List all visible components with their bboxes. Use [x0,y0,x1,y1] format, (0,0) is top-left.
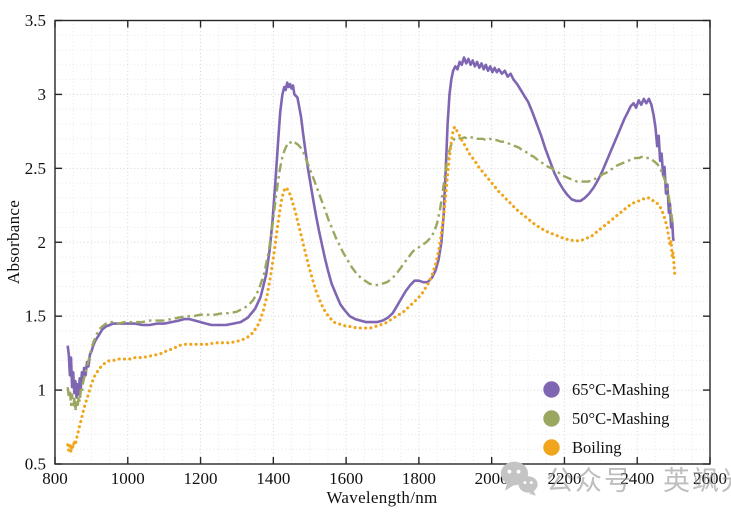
x-tick-label: 1600 [329,469,363,488]
legend-item-65c-mashing: 65°C-Mashing [543,375,669,404]
legend-marker-circle [543,410,560,427]
x-tick-label: 2400 [620,469,654,488]
y-axis-title: Absorbance [4,199,23,285]
legend-item-boiling: Boiling [543,433,669,462]
series-line-boiling [66,125,677,454]
legend-item-50c-mashing: 50°C-Mashing [543,404,669,433]
y-tick-label: 2 [38,233,47,252]
x-tick-label: 2600 [693,469,727,488]
y-tick-label: 0.5 [25,455,46,474]
series-line-50-c-mashing [66,136,675,412]
x-tick-label: 1200 [184,469,218,488]
x-tick-label: 1800 [402,469,436,488]
legend-label: 65°C-Mashing [572,379,670,399]
legend-marker-circle [543,439,560,456]
series-line-65-c-mashing [66,56,676,399]
legend-marker-circle [543,381,560,398]
legend-label: 50°C-Mashing [572,408,670,428]
y-tick-label: 1.5 [25,307,46,326]
legend-label: Boiling [572,437,622,457]
x-tick-label: 1400 [256,469,290,488]
y-tick-label: 3.5 [25,11,46,30]
x-tick-label: 2000 [475,469,509,488]
x-tick-label: 1000 [111,469,145,488]
legend: 65°C-Mashing 50°C-Mashing Boiling [543,375,669,462]
y-tick-label: 2.5 [25,159,46,178]
y-tick-label: 1 [38,381,47,400]
x-tick-label: 800 [42,469,68,488]
x-tick-label: 2200 [547,469,581,488]
x-axis-title: Wavelength/nm [326,488,438,507]
y-tick-label: 3 [38,85,47,104]
